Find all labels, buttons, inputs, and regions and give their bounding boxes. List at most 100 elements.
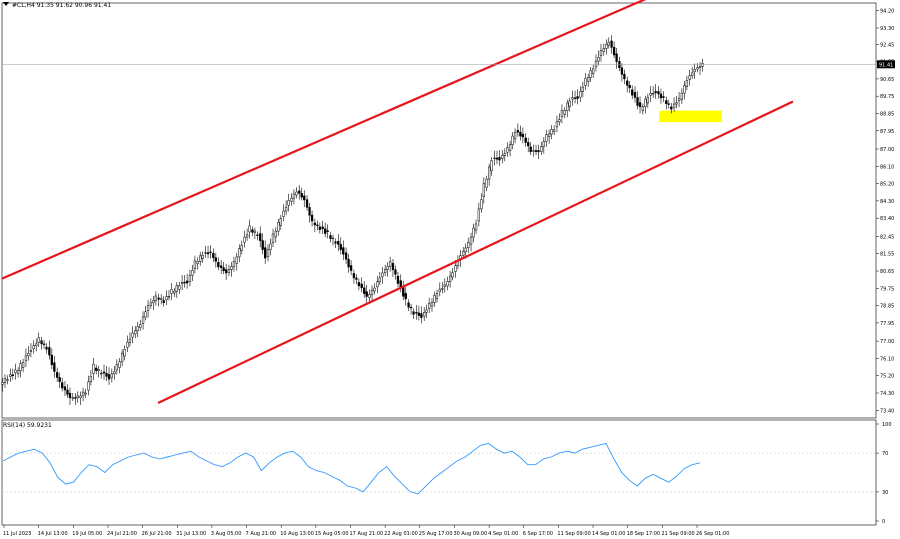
channel-upper-line[interactable] (1, 0, 653, 280)
candle (423, 307, 426, 321)
candle (503, 148, 506, 162)
candle (95, 364, 98, 375)
candle (396, 271, 400, 288)
candle (599, 43, 603, 62)
current-price-label: 91.41 (879, 62, 893, 68)
price-axis: 94.2093.3092.4591.5590.6589.7588.8587.95… (876, 9, 894, 414)
candle (381, 267, 384, 284)
candle (27, 346, 30, 361)
channel-lines[interactable] (1, 0, 794, 404)
time-tick-label: 11 Sep 09:00 (557, 531, 590, 537)
candle (394, 265, 397, 280)
candle (3, 374, 7, 388)
price-tick-label: 90.65 (880, 77, 894, 83)
candle (659, 88, 663, 104)
candle (136, 321, 139, 337)
candle (274, 227, 277, 243)
rsi-tick-label: 30 (882, 490, 888, 496)
candle (657, 86, 660, 99)
candle (279, 214, 282, 230)
price-tick-label: 79.75 (880, 286, 894, 292)
candle (115, 359, 118, 375)
candle (191, 264, 194, 281)
candle (29, 343, 33, 358)
candle (430, 298, 434, 312)
candle (698, 62, 702, 75)
candle (97, 365, 100, 378)
candle (701, 58, 704, 72)
candle (63, 381, 67, 397)
candle (157, 293, 160, 307)
price-tick-label: 80.65 (880, 269, 894, 275)
candle (477, 202, 480, 227)
candle (261, 233, 264, 255)
candle (638, 96, 642, 114)
current-price-tag: 91.41 (2, 60, 895, 69)
candle (501, 150, 504, 164)
candle (81, 387, 85, 402)
main-panel-frame (1, 2, 877, 419)
candle (253, 227, 257, 239)
candle (391, 259, 395, 277)
support-zone-layer (659, 110, 722, 123)
candle (206, 245, 210, 259)
candle (472, 223, 475, 243)
time-tick-label: 14 Sep 01:00 (592, 531, 625, 537)
candle (555, 115, 559, 133)
candle (589, 66, 592, 83)
candle (612, 41, 616, 59)
candle (214, 252, 217, 268)
candle (79, 391, 82, 406)
dropdown-arrow-icon[interactable] (3, 2, 9, 6)
candle (542, 137, 545, 154)
candle (495, 150, 499, 165)
candle (167, 290, 171, 301)
candle (615, 47, 618, 69)
candle (677, 91, 681, 108)
candle (365, 284, 368, 303)
candle (324, 222, 327, 238)
candle (636, 91, 639, 110)
candle (24, 348, 28, 368)
candle (165, 290, 168, 306)
candle (511, 132, 514, 150)
candle (680, 88, 684, 104)
rsi-level-lines (2, 452, 876, 493)
chart-header: #CL,H4 91.35 91.62 90.96 91.41 (3, 2, 111, 9)
candle (251, 226, 254, 237)
candle (9, 368, 12, 382)
time-tick-label: 6 Sep 17:00 (523, 531, 553, 537)
candle (144, 306, 147, 321)
time-tick-label: 4 Sep 01:00 (488, 531, 518, 537)
candle (560, 104, 564, 124)
candle (623, 69, 626, 85)
price-tick-label: 74.30 (880, 391, 894, 397)
candle (435, 289, 439, 303)
candle (11, 368, 14, 380)
candle (316, 220, 319, 231)
candle (290, 193, 293, 206)
price-tick-label: 78.85 (880, 304, 894, 310)
candle (180, 275, 184, 291)
candle (107, 367, 111, 385)
time-tick-label: 30 Aug 09:00 (453, 531, 487, 537)
candle (573, 90, 577, 104)
rsi-tick-label: 70 (882, 451, 888, 457)
candles (1, 35, 704, 406)
rsi-series-line (2, 442, 701, 495)
time-tick-label: 31 Jul 13:00 (176, 531, 206, 537)
channel-lower-line[interactable] (157, 100, 794, 404)
candle (245, 228, 249, 241)
candle (438, 282, 441, 297)
rsi-panel-frame (1, 419, 877, 526)
candle (558, 113, 561, 126)
candle (128, 332, 132, 347)
candle (308, 202, 311, 223)
candle (37, 332, 40, 347)
candle (32, 340, 35, 354)
time-tick-label: 19 Jul 05:00 (72, 531, 102, 537)
candle (654, 84, 657, 99)
candle (665, 96, 668, 110)
candle (534, 144, 538, 156)
